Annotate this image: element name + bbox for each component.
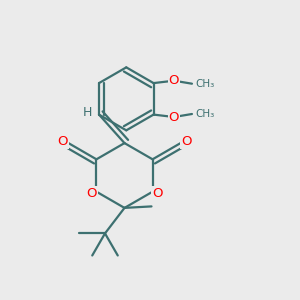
Text: O: O: [181, 135, 192, 148]
Text: O: O: [169, 110, 179, 124]
Text: CH₃: CH₃: [196, 109, 215, 119]
Text: H: H: [83, 106, 92, 119]
Text: O: O: [152, 187, 162, 200]
Text: O: O: [87, 187, 97, 200]
Text: CH₃: CH₃: [196, 79, 215, 89]
Text: O: O: [57, 135, 68, 148]
Text: O: O: [169, 74, 179, 87]
